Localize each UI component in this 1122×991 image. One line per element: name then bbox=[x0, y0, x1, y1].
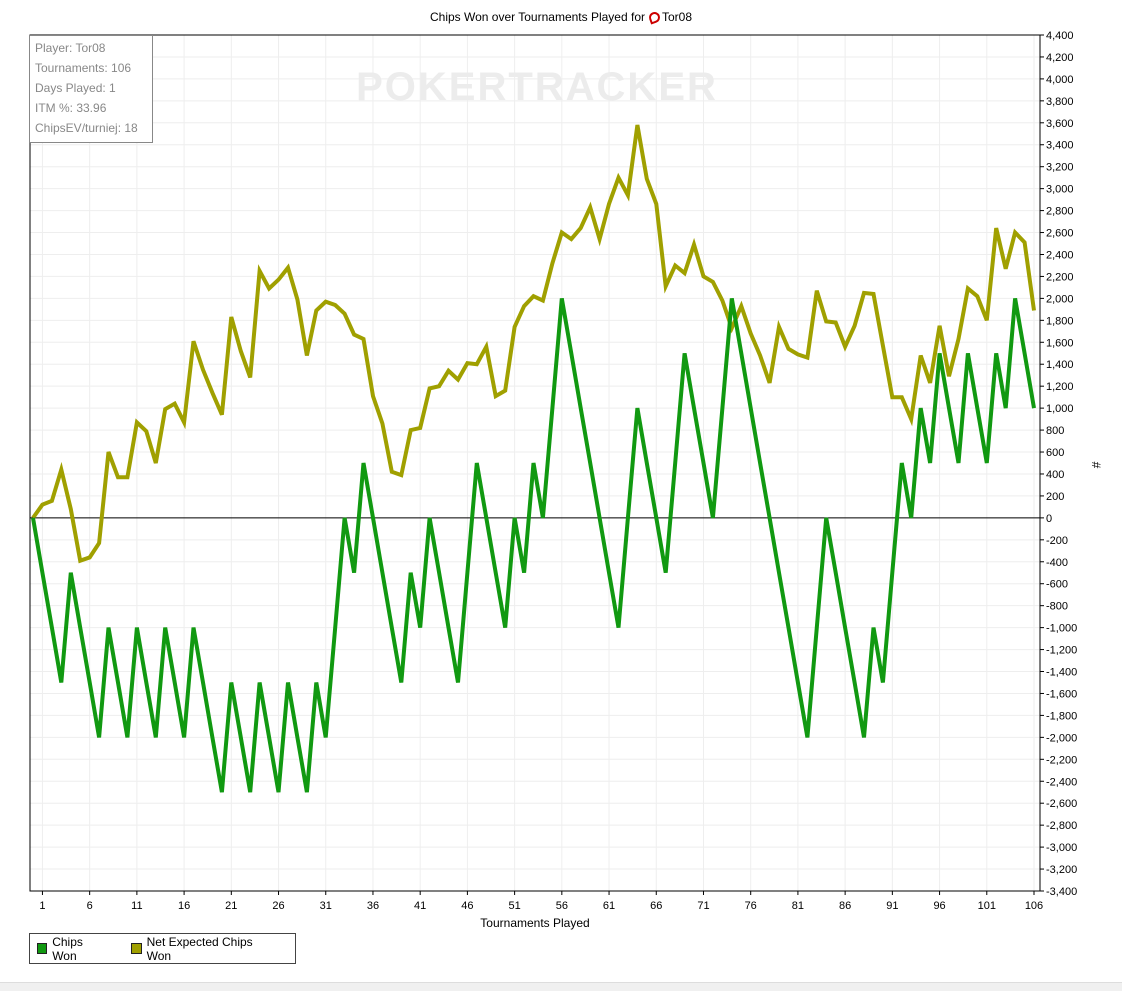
chart-title: Chips Won over Tournaments Played for Tor… bbox=[0, 10, 1122, 25]
x-tick-label: 46 bbox=[461, 900, 473, 912]
y-tick-label: 1,400 bbox=[1046, 359, 1074, 371]
y-tick-label: 2,000 bbox=[1046, 293, 1074, 305]
x-tick-label: 16 bbox=[178, 900, 190, 912]
stat-itm: ITM %: 33.96 bbox=[35, 101, 107, 115]
x-tick-label: 41 bbox=[414, 900, 426, 912]
x-tick-label: 1 bbox=[39, 900, 45, 912]
x-tick-label: 56 bbox=[556, 900, 568, 912]
y-tick-label: 200 bbox=[1046, 491, 1064, 503]
watermark: POKERTRACKER bbox=[356, 65, 718, 109]
y-tick-label: -800 bbox=[1046, 601, 1068, 613]
x-tick-label: 66 bbox=[650, 900, 662, 912]
y-tick-label: -3,200 bbox=[1046, 864, 1077, 876]
legend-item-net-expected[interactable]: Net Expected Chips Won bbox=[131, 935, 269, 963]
chart-title-player: Tor08 bbox=[661, 10, 693, 24]
y-tick-label: 4,200 bbox=[1046, 52, 1074, 64]
x-tick-label: 106 bbox=[1025, 900, 1043, 912]
series-lines bbox=[31, 124, 1036, 793]
y-tick-label: 1,800 bbox=[1046, 315, 1074, 327]
y-tick-label: -600 bbox=[1046, 579, 1068, 591]
y-tick-label: 800 bbox=[1046, 425, 1064, 437]
x-tick-label: 101 bbox=[978, 900, 996, 912]
x-tick-label: 81 bbox=[792, 900, 804, 912]
x-tick-label: 21 bbox=[225, 900, 237, 912]
y-tick-label: 3,400 bbox=[1046, 140, 1074, 152]
x-tick-label: 11 bbox=[131, 900, 142, 912]
y-tick-label: 1,000 bbox=[1046, 403, 1074, 415]
y-axis: -3,400 -3,200 -3,000 -2,800 -2,600 -2,400 -2,2… bbox=[1040, 30, 1077, 898]
y-tick-label: -2,200 bbox=[1046, 754, 1077, 766]
stat-player: Player: Tor08 bbox=[35, 41, 106, 55]
series-line-net-expected-chips-won bbox=[31, 124, 1036, 564]
y-tick-label: 3,800 bbox=[1046, 96, 1074, 108]
x-tick-label: 76 bbox=[745, 900, 757, 912]
x-tick-label: 71 bbox=[697, 900, 709, 912]
y-tick-label: -2,400 bbox=[1046, 776, 1077, 788]
y-tick-label: 2,400 bbox=[1046, 249, 1074, 261]
y-tick-label: -1,400 bbox=[1046, 667, 1077, 679]
y-tick-label: 3,600 bbox=[1046, 118, 1074, 130]
x-tick-label: 36 bbox=[367, 900, 379, 912]
x-tick-label: 51 bbox=[508, 900, 520, 912]
y-tick-label: 0 bbox=[1046, 513, 1052, 525]
stat-days-played: Days Played: 1 bbox=[35, 81, 116, 95]
stat-tournaments: Tournaments: 106 bbox=[35, 61, 132, 75]
y-tick-label: 2,200 bbox=[1046, 271, 1074, 283]
series-line-chips-won bbox=[31, 298, 1036, 793]
x-axis: 1 6 11 16 21 26 31 36 41 46 51 56 61 66 71 76 81 86 91 96 10… bbox=[39, 891, 1043, 912]
y-tick-label: 2,800 bbox=[1046, 206, 1074, 218]
y-tick-label: -2,600 bbox=[1046, 798, 1077, 810]
y-tick-label: -1,200 bbox=[1046, 645, 1077, 657]
y-axis-label: # bbox=[1089, 462, 1103, 469]
x-tick-label: 31 bbox=[320, 900, 332, 912]
y-tick-label: 600 bbox=[1046, 447, 1064, 459]
y-tick-label: 3,200 bbox=[1046, 162, 1074, 174]
y-tick-label: 2,600 bbox=[1046, 228, 1074, 240]
legend-label: Chips Won bbox=[52, 934, 83, 963]
stats-box: Player: Tor08 Tournaments: 106 Days Play… bbox=[29, 35, 153, 143]
y-tick-label: 400 bbox=[1046, 469, 1064, 481]
chart-title-text: Chips Won over Tournaments Played for bbox=[429, 10, 645, 24]
x-tick-label: 61 bbox=[603, 900, 615, 912]
y-tick-label: -1,800 bbox=[1046, 710, 1077, 722]
legend-swatch bbox=[37, 943, 48, 954]
y-tick-label: 1,200 bbox=[1046, 381, 1074, 393]
y-tick-label: -2,800 bbox=[1046, 820, 1077, 832]
legend: Chips Won Net Expected Chips Won bbox=[29, 933, 296, 964]
y-tick-label: -1,000 bbox=[1046, 623, 1077, 635]
plot-frame bbox=[29, 34, 1041, 892]
y-tick-label: -1,600 bbox=[1046, 688, 1077, 700]
x-tick-label: 6 bbox=[87, 900, 93, 912]
stat-chips-ev: ChipsEV/turniej: 18 bbox=[35, 121, 138, 135]
status-bar bbox=[0, 982, 1122, 991]
x-axis-label: Tournaments Played bbox=[480, 916, 589, 930]
x-tick-label: 91 bbox=[886, 900, 898, 912]
legend-swatch bbox=[131, 943, 142, 954]
y-tick-label: -3,400 bbox=[1046, 886, 1077, 898]
y-tick-label: -200 bbox=[1046, 535, 1068, 547]
y-tick-label: 4,400 bbox=[1046, 30, 1074, 42]
y-tick-label: 3,000 bbox=[1046, 184, 1074, 196]
y-tick-label: -3,000 bbox=[1046, 842, 1077, 854]
y-tick-label: -2,000 bbox=[1046, 732, 1077, 744]
legend-item-chips-won[interactable]: Chips Won bbox=[37, 935, 105, 963]
x-tick-label: 86 bbox=[839, 900, 851, 912]
x-tick-label: 96 bbox=[933, 900, 945, 912]
legend-label: Net Expected Chips Won bbox=[146, 934, 253, 963]
y-tick-label: 4,000 bbox=[1046, 74, 1074, 86]
y-tick-label: -400 bbox=[1046, 557, 1068, 569]
x-tick-label: 26 bbox=[272, 900, 284, 912]
y-tick-label: 1,600 bbox=[1046, 337, 1074, 349]
